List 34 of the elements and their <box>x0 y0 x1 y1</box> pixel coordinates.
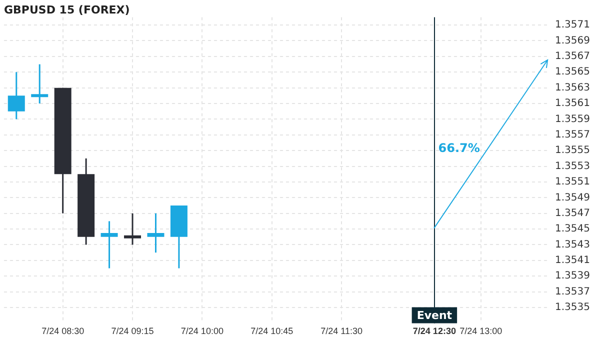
x-tick-label: 7/24 10:45 <box>250 326 294 336</box>
x-tick-label: 7/24 12:30 <box>412 326 456 336</box>
annotation: 66.7% <box>438 140 480 155</box>
x-tick-label: 7/24 10:00 <box>180 326 224 336</box>
y-tick-label: 1.3559 <box>555 114 590 125</box>
y-tick-label: 1.3561 <box>555 98 590 110</box>
candlestick <box>124 212 142 246</box>
y-tick-label: 1.3553 <box>555 160 590 172</box>
chart-title: GBPUSD 15 (FOREX) <box>4 3 130 16</box>
y-tick-label: 1.3567 <box>555 51 590 62</box>
y-tick-label: 1.3569 <box>555 35 590 46</box>
x-tick-label: 7/24 09:15 <box>111 326 154 336</box>
y-tick-label: 1.3539 <box>555 270 590 282</box>
y-tick-label: 1.3555 <box>555 145 590 156</box>
y-tick-label: 1.3551 <box>555 176 590 188</box>
x-tick-label: 7/24 08:30 <box>42 326 84 336</box>
y-tick-label: 1.3557 <box>555 129 590 140</box>
y-tick-label: 1.3537 <box>555 286 590 298</box>
candlestick <box>31 64 48 104</box>
y-tick-label: 1.3563 <box>555 82 590 94</box>
candlestick <box>147 212 164 254</box>
ref-line-label: Event <box>416 309 452 322</box>
candlestick <box>8 71 25 120</box>
y-tick-label: 1.3565 <box>555 66 590 78</box>
x-tick-label: 7/24 13:00 <box>460 326 502 336</box>
x-tick-label: 7/24 11:30 <box>320 326 362 336</box>
y-tick-label: 1.3549 <box>555 192 590 204</box>
candlestick <box>100 220 118 270</box>
y-tick-label: 1.3535 <box>555 302 590 314</box>
y-tick-label: 1.3571 <box>555 20 590 31</box>
y-tick-label: 1.3545 <box>555 224 590 235</box>
y-tick-label: 1.3543 <box>555 239 590 250</box>
y-tick-label: 1.3547 <box>555 208 590 219</box>
y-tick-label: 1.3541 <box>555 255 590 266</box>
